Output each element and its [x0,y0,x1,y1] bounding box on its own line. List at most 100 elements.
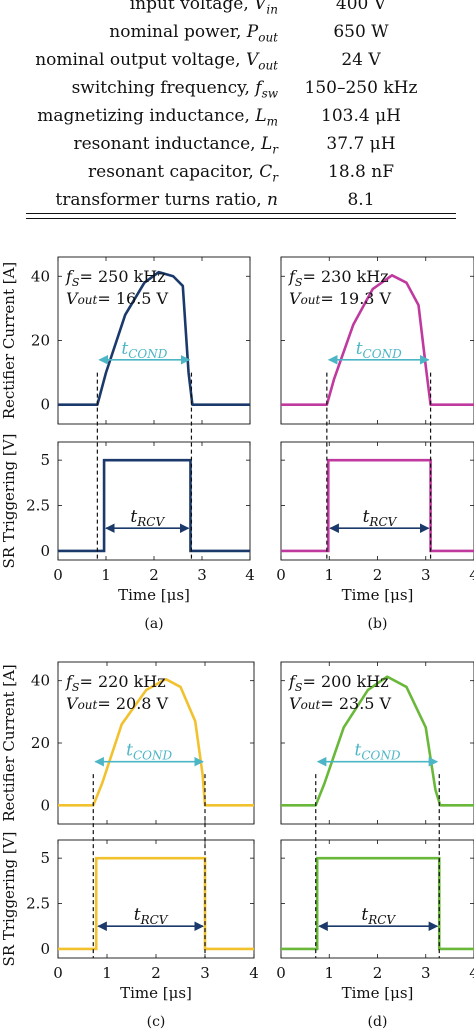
vout-label: Vout= 19.3 V [289,289,392,308]
x-tick-label: 3 [421,566,431,584]
y-tick-label: 2.5 [26,895,50,913]
y-tick-label: 0 [40,542,50,560]
vout-subscript: out [78,698,98,712]
y-axis-label: Rectifier Current [A] [0,664,18,822]
rcv-label: tRCV [134,905,169,927]
table-row: switching frequency, fsw 150–250 kHz [0,75,474,101]
subfigure-caption: (d) [368,1014,388,1030]
trigger-waveform [58,856,254,951]
fs-equals: = [79,267,98,286]
x-tick-label: 1 [324,566,334,584]
fs-symbol: f [288,672,298,691]
table-row: magnetizing inductance, Lm 103.4 μH [0,103,474,129]
vout-subscript: out [301,293,321,307]
cond-subscript: COND [128,347,168,361]
cond-label: tCOND [355,741,401,763]
param-value: 400 V [335,0,387,14]
current-waveform [281,675,474,807]
param-name: resonant capacitor, Cr [88,159,278,190]
vout-symbol: V [289,289,302,308]
cond-subscript: COND [133,749,173,763]
vout-equals: = [320,694,339,713]
param-value: 37.7 μH [326,134,396,154]
fs-label: fS= 200 kHz [288,672,389,694]
param-symbol: C [259,162,273,182]
rcv-label: tRCV [363,507,398,529]
vout-value: 19.3 V [339,289,392,308]
param-label: magnetizing inductance, [37,106,256,126]
trigger-waveform [58,458,250,553]
current-waveform [281,274,474,407]
param-label: resonant inductance, [73,134,261,154]
trigger-waveform [281,458,474,553]
vout-value: 23.5 V [339,694,392,713]
param-label: nominal power, [109,22,247,42]
param-value: 18.8 nF [328,162,394,182]
rcv-label: tRCV [361,905,396,927]
trigger-plot: tRCV [280,441,474,561]
fs-equals: = [302,267,321,286]
cond-t: t [126,741,133,761]
x-tick-label: 4 [469,566,474,584]
table-row: nominal power, Pout 650 W [0,19,474,45]
x-axis-label: Time [μs] [342,586,414,604]
rcv-subscript: RCV [136,515,165,529]
y-tick-label: 40 [31,672,50,690]
param-value: 650 W [333,22,389,42]
fs-subscript: S [72,276,80,289]
subfigure-caption: (c) [147,1014,166,1030]
param-subscript: m [266,114,278,129]
vout-subscript: out [78,293,98,307]
rcv-t: t [134,905,141,925]
param-name: resonant inductance, Lr [73,131,278,162]
cond-t: t [121,339,128,359]
x-axis-label: Time [μs] [118,586,190,604]
fs-label: fS= 230 kHz [288,267,389,289]
x-tick-label: 1 [324,964,334,982]
param-symbol: n [267,190,278,210]
param-symbol: P [246,22,259,42]
y-axis-label: Rectifier Current [A] [0,262,18,420]
vout-value: 20.8 V [116,694,169,713]
param-name: transformer turns ratio, n [55,187,278,213]
x-tick-label: 2 [373,566,383,584]
vout-label: Vout= 20.8 V [66,694,169,713]
param-label: switching frequency, [71,78,256,98]
param-value: 150–250 kHz [304,78,418,98]
x-axis-label: Time [μs] [342,984,414,1002]
vout-symbol: V [289,694,302,713]
x-tick-label: 3 [200,964,210,982]
param-name: magnetizing inductance, Lm [37,103,278,134]
table-row: nominal output voltage, Vout 24 V [0,47,474,73]
fs-subscript: S [72,681,80,694]
param-label: transformer turns ratio, [55,190,268,210]
y-tick-label: 5 [40,451,50,469]
fs-equals: = [302,672,321,691]
x-tick-label: 0 [276,964,286,982]
vout-equals: = [97,694,116,713]
param-value: 8.1 [347,190,375,210]
x-tick-label: 2 [151,964,161,982]
y-tick-label: 0 [40,796,50,814]
trigger-plot: 0 2.5 5 SR Triggering [V] tRCV [0,832,255,966]
vout-label: Vout= 23.5 V [289,694,392,713]
x-tick-label: 3 [421,964,431,982]
param-subscript: r [272,142,278,157]
rcv-subscript: RCV [367,913,396,927]
y-tick-label: 20 [31,332,50,350]
fs-symbol: f [65,267,75,286]
trigger-plot: tRCV [280,839,474,959]
param-subscript: r [272,170,278,185]
table-bottom-rule [26,218,456,219]
rcv-t: t [130,507,137,527]
rcv-label: tRCV [130,507,165,529]
param-value: 24 V [341,50,381,70]
x-tick-label: 4 [249,964,259,982]
vout-symbol: V [66,694,79,713]
subfigure-caption: (b) [368,616,388,632]
current-waveform [58,270,250,407]
